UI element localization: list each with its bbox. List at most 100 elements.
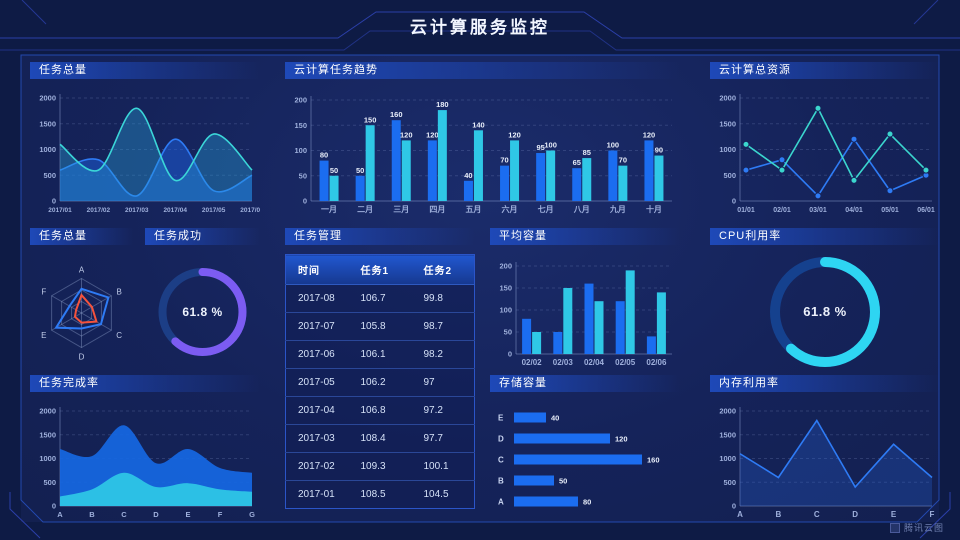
series-cyan-bar	[401, 140, 411, 201]
storage-hbar-chart: E 40 D 120 C 160 B 50 A 80	[490, 399, 680, 520]
svg-text:E: E	[41, 331, 46, 340]
svg-text:02/04: 02/04	[584, 358, 605, 367]
svg-text:100: 100	[499, 306, 512, 315]
svg-text:D: D	[852, 510, 858, 519]
table-cell: 108.4	[348, 424, 412, 453]
task_total-svg: 0 500 1000 1500 2000 2017/01 2017/02 2017/03 201…	[39, 94, 260, 215]
table-row: 2017-03 108.4 97.7	[285, 424, 475, 453]
svg-text:2017/01: 2017/01	[48, 207, 72, 214]
table-cell: 2017-07	[285, 312, 349, 341]
series-cyan-bar	[656, 292, 666, 354]
table-cell: 104.5	[411, 480, 475, 509]
svg-text:1000: 1000	[719, 454, 736, 463]
panel-title: 任务总量	[39, 64, 87, 76]
series-cyan-bar	[329, 175, 339, 201]
table-cell: 2017-08	[285, 284, 349, 313]
table-row: 2017-08 106.7 99.8	[285, 284, 475, 313]
panel-header: 云计算任务趋势	[285, 62, 680, 79]
svg-text:2000: 2000	[39, 407, 56, 416]
series-red-polygon	[73, 293, 98, 324]
panel-title: 平均容量	[499, 230, 547, 242]
svg-text:六月: 六月	[502, 204, 518, 214]
cloud-trend-bar-chart: 0 50 100 150 200 80 50 160 120 40 70 95 65 100 120 50 15…	[285, 86, 680, 215]
svg-text:0: 0	[732, 197, 736, 206]
svg-text:F: F	[218, 510, 223, 519]
series-cyan-bar	[437, 110, 447, 201]
panel-header: 云计算总资源	[710, 62, 940, 79]
series-cyan-bar	[654, 155, 664, 201]
table-cell: 2017-05	[285, 368, 349, 397]
svg-text:05/01: 05/01	[881, 207, 899, 214]
memory-line-chart: 0 500 1000 1500 2000 A B C D E F	[710, 399, 940, 520]
svg-text:90: 90	[655, 146, 663, 155]
svg-text:120: 120	[615, 435, 628, 444]
svg-text:500: 500	[723, 478, 736, 487]
brand-text: 腾讯云图	[903, 523, 944, 533]
svg-text:G: G	[249, 510, 255, 519]
task-radar-chart: A B C D E F	[30, 252, 133, 368]
series-cyan-bar	[510, 140, 520, 201]
page-title: 云计算服务监控	[410, 18, 550, 37]
table-row: 2017-05 106.2 97	[285, 368, 475, 397]
table-cell: 2017-01	[285, 480, 349, 509]
panel-header: 任务管理	[285, 228, 475, 245]
storage-bar	[514, 454, 642, 465]
svg-text:十月: 十月	[646, 204, 662, 214]
task-table: 时间 任务1 任务2 2017-08 106.7 99.8 2017-07 105.8 98.7…	[285, 254, 475, 509]
table-row: 2017-01 108.5 104.5	[285, 480, 475, 509]
svg-text:120: 120	[643, 130, 656, 139]
panel-title: 任务总量	[39, 230, 87, 242]
svg-text:50: 50	[299, 171, 307, 180]
table-row: 2017-04 106.8 97.2	[285, 396, 475, 425]
svg-text:02/03: 02/03	[553, 358, 574, 367]
svg-text:C: C	[498, 456, 504, 465]
panel-header: 内存利用率	[710, 375, 940, 392]
svg-text:61.8 %: 61.8 %	[803, 304, 846, 319]
svg-text:0: 0	[508, 350, 512, 359]
svg-text:F: F	[41, 287, 46, 296]
series-cyan-bar	[546, 150, 556, 201]
svg-text:E: E	[891, 510, 897, 519]
table-cell: 106.1	[348, 340, 412, 369]
svg-text:120: 120	[508, 130, 521, 139]
memory-svg: 0 500 1000 1500 2000 A B C D E F	[719, 407, 934, 520]
panel-title: 存储容量	[499, 377, 547, 389]
panel-header: 任务完成率	[30, 375, 260, 392]
svg-text:40: 40	[464, 171, 472, 180]
svg-text:70: 70	[500, 156, 508, 165]
svg-text:40: 40	[551, 414, 559, 423]
svg-text:B: B	[89, 510, 95, 519]
panel-header: 任务总量	[30, 62, 260, 79]
panel-task-table: 任务管理 时间 任务1 任务2 2017-08 106.7 99.8 2017-07 105.…	[285, 228, 475, 510]
series-blue-bar	[644, 140, 654, 201]
svg-text:D: D	[498, 435, 504, 444]
series-cyan-bar	[365, 125, 375, 201]
svg-text:04/01: 04/01	[845, 207, 863, 214]
svg-text:02/02: 02/02	[522, 358, 543, 367]
svg-text:500: 500	[723, 171, 736, 180]
table-cell: 106.2	[348, 368, 412, 397]
svg-text:2000: 2000	[719, 407, 736, 416]
task-completion-area-chart: 0 500 1000 1500 2000 A B C D E F G	[30, 399, 260, 520]
series-cyan-bar	[582, 158, 592, 201]
svg-text:四月: 四月	[429, 205, 445, 214]
svg-text:50: 50	[559, 477, 567, 486]
svg-text:A: A	[498, 498, 504, 507]
task_success-svg: 61.8 %	[158, 268, 247, 356]
svg-text:06/01: 06/01	[917, 207, 935, 214]
table-cell: 109.3	[348, 452, 412, 481]
cloud_trend-svg: 0501001502008050160120407095651001205015…	[294, 96, 672, 214]
svg-text:1500: 1500	[719, 119, 736, 128]
svg-text:160: 160	[390, 110, 403, 119]
series-blue-bar	[355, 175, 365, 201]
series-blue-bar	[553, 332, 563, 354]
series-blue-bar	[463, 180, 473, 201]
svg-text:150: 150	[294, 121, 307, 130]
avg-capacity-bar-chart: 0 50 100 150 200 02/02 02/03 02/04 02/05 02/06	[490, 252, 680, 368]
svg-text:三月: 三月	[393, 205, 409, 214]
svg-text:150: 150	[364, 115, 377, 124]
table-cell: 97.7	[411, 424, 475, 453]
table-cell: 98.7	[411, 312, 475, 341]
svg-text:120: 120	[426, 130, 439, 139]
storage-bar	[514, 412, 546, 423]
